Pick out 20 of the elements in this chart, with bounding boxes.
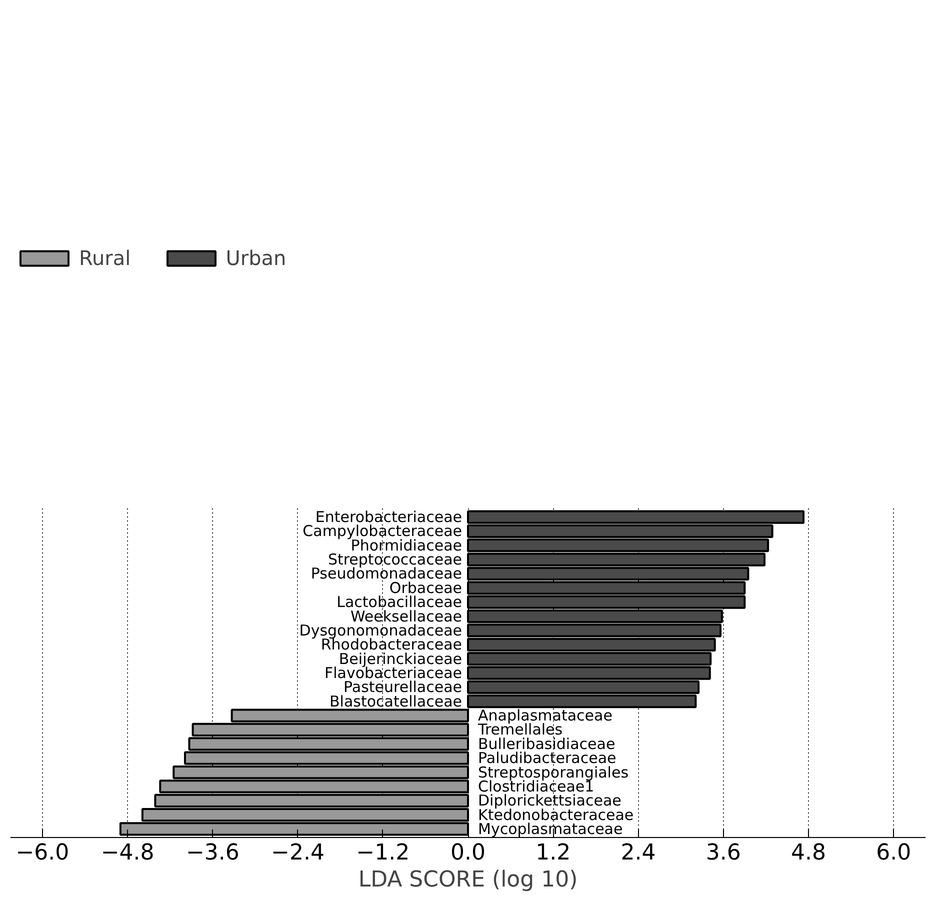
legend-label: Rural <box>79 246 131 270</box>
x-axis-title: LDA SCORE (log 10) <box>358 868 578 892</box>
x-tick-label: 6.0 <box>876 840 912 866</box>
x-tick-label: −1.2 <box>356 840 410 866</box>
y-tick-label: Streptococcaceae <box>328 550 462 569</box>
y-tick-label: Diplorickettsiaceae <box>478 792 622 810</box>
y-tick-label: Campylobacteraceae <box>302 522 462 540</box>
y-tick-label: Anaplasmataceae <box>478 706 612 725</box>
x-tick-label: 2.4 <box>620 840 656 866</box>
x-tick-label: 0.0 <box>450 840 486 866</box>
x-tick-label: −4.8 <box>100 840 154 866</box>
x-tick-label: −2.4 <box>271 840 324 866</box>
legend-label: Urban <box>226 246 286 270</box>
x-tick-label: 3.6 <box>706 840 741 866</box>
x-tick-label: 1.2 <box>536 840 571 866</box>
y-tick-label: Beijerinckiaceae <box>338 650 462 668</box>
x-tick-label: 4.8 <box>790 840 826 866</box>
x-tick-label: −3.6 <box>186 840 240 866</box>
y-tick-label: Mycoplasmataceae <box>478 820 623 838</box>
x-tick-label: −6.0 <box>16 840 70 866</box>
